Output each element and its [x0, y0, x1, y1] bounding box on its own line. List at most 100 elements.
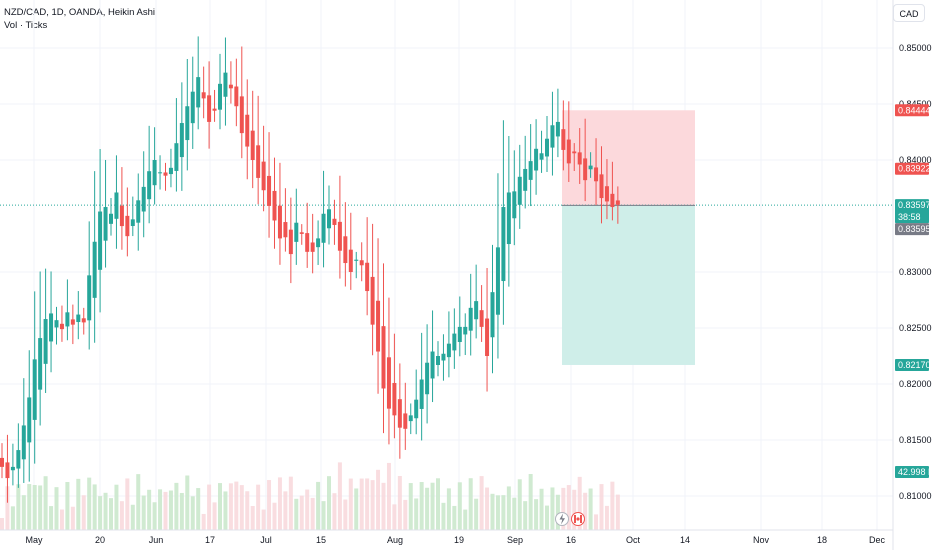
volume-bar — [5, 486, 10, 530]
candle-body — [446, 343, 451, 358]
volume-indicator-label: Vol · Ticks — [4, 20, 48, 31]
volume-bar — [583, 492, 588, 530]
volume-bar — [49, 506, 54, 530]
candle-body — [359, 260, 364, 266]
y-tick-label: 0.84000 — [899, 155, 932, 165]
volume-bar — [168, 490, 173, 530]
volume-bar — [381, 482, 386, 530]
candle-body — [583, 158, 588, 181]
volume-bar — [207, 484, 212, 530]
x-tick-label: 19 — [454, 535, 464, 545]
volume-bar — [512, 497, 517, 530]
volume-bar — [261, 509, 266, 530]
volume-value-label: 42.998 K — [898, 467, 932, 477]
candle-body — [528, 161, 533, 180]
volume-bar — [604, 505, 609, 530]
candle-body — [550, 125, 555, 148]
candle-body — [59, 323, 64, 330]
candle-body — [234, 86, 239, 107]
volume-bar — [316, 481, 321, 530]
volume-bar — [539, 488, 544, 530]
candle-body — [501, 207, 506, 282]
x-tick-label: May — [25, 535, 43, 545]
y-tick-label: 0.81000 — [899, 491, 932, 501]
candle-body — [294, 222, 299, 242]
candle-body — [452, 333, 457, 351]
volume-bar — [517, 479, 522, 530]
x-tick-label: 20 — [95, 535, 105, 545]
candle-body — [436, 356, 440, 365]
volume-bar — [87, 477, 92, 530]
volume-bar — [359, 478, 364, 530]
candle-body — [381, 326, 386, 389]
candle-body — [566, 139, 571, 164]
candle-body — [185, 106, 190, 141]
candle-body — [354, 259, 359, 261]
volume-bar — [245, 491, 250, 530]
volume-bar — [419, 482, 424, 530]
volume-bar — [550, 487, 555, 530]
candle-body — [376, 300, 381, 352]
volume-bar — [98, 496, 103, 530]
candle-body — [43, 319, 48, 364]
volume-bar — [490, 493, 495, 530]
chart-icons[interactable] — [555, 512, 585, 526]
volume-bar — [534, 499, 539, 530]
candle-body — [555, 121, 560, 137]
volume-bar — [228, 483, 233, 530]
volume-bar — [27, 484, 32, 530]
volume-bar — [76, 478, 81, 530]
volume-bar — [479, 476, 484, 530]
volume-bar — [130, 504, 135, 530]
candle-body — [212, 108, 217, 111]
volume-bar — [0, 518, 4, 530]
volume-bar — [10, 506, 15, 530]
volume-bar — [103, 492, 108, 530]
candle-body — [147, 171, 152, 200]
candle-body — [283, 222, 288, 238]
volume-bar — [348, 478, 353, 530]
volume-bar — [201, 513, 206, 530]
candles — [0, 36, 620, 503]
candle-body — [337, 221, 342, 251]
volume-bar — [109, 498, 113, 530]
candle-body — [103, 207, 108, 241]
volume-bar — [370, 480, 375, 530]
volume-bar — [594, 514, 599, 530]
candle-body — [16, 450, 21, 469]
volume-bar — [408, 483, 413, 530]
y-tick-label: 0.84500 — [899, 99, 932, 109]
volume-bar — [545, 505, 549, 530]
volume-bar — [59, 509, 64, 530]
take-profit-zone — [562, 205, 695, 365]
candle-body — [468, 307, 473, 331]
x-tick-label: Aug — [387, 535, 403, 545]
candle-body — [114, 192, 119, 219]
volume-bar — [321, 501, 326, 530]
countdown-label: 38:58 — [898, 212, 921, 222]
volume-bar — [310, 497, 315, 530]
candle-body — [474, 301, 479, 320]
candle-body — [261, 161, 266, 191]
volume-bar — [196, 488, 201, 530]
candle-body — [397, 399, 402, 428]
volume-bar — [610, 481, 615, 530]
candle-body — [92, 241, 97, 298]
volume-bar — [566, 485, 571, 530]
candle-body — [517, 176, 522, 205]
candle-body — [594, 167, 599, 182]
volume-bar — [136, 474, 141, 530]
canada-flag-icon[interactable] — [571, 512, 585, 526]
candle-body — [588, 165, 593, 170]
flash-icon[interactable] — [555, 512, 569, 526]
volume-bar — [441, 502, 446, 530]
volume-bar — [32, 485, 37, 530]
volume-bar — [81, 495, 86, 530]
volume-bar — [234, 481, 239, 530]
candle-body — [201, 92, 206, 99]
candle-body — [408, 415, 413, 422]
volume-bar — [474, 498, 479, 530]
entry-price-bg — [895, 223, 929, 236]
volume-bar — [218, 483, 222, 530]
